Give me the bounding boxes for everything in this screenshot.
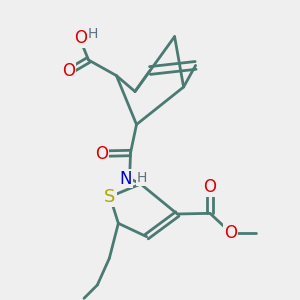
Text: O: O xyxy=(224,224,237,242)
Text: O: O xyxy=(203,178,217,196)
Text: O: O xyxy=(62,62,76,80)
Text: O: O xyxy=(95,145,109,163)
Text: H: H xyxy=(87,27,98,41)
Text: S: S xyxy=(104,188,116,206)
Text: O: O xyxy=(74,29,88,47)
Text: N: N xyxy=(120,169,132,188)
Text: H: H xyxy=(136,172,147,185)
